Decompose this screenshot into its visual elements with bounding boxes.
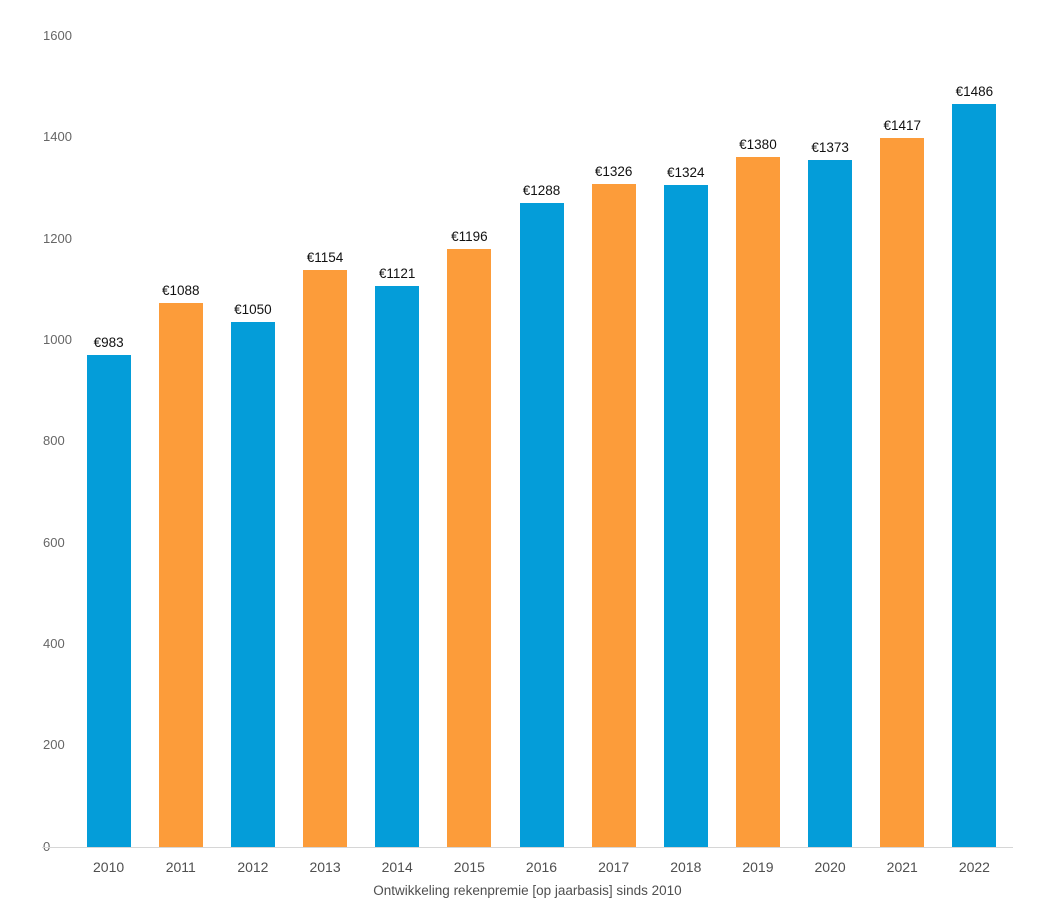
bar-2016[interactable] [519,203,564,847]
x-tick-label: 2015 [453,859,485,875]
y-tick-label: 800 [43,433,65,449]
x-tick-label: 2022 [958,859,990,875]
bar-2015[interactable] [447,249,492,847]
bar-value-label: €1417 [883,118,922,133]
bar-value-label: €1154 [306,250,344,265]
x-tick-label: 2020 [814,859,846,875]
bar-2017[interactable] [591,184,636,847]
y-tick-label: 1000 [43,331,72,347]
y-tick-label: 400 [43,635,65,651]
bar-2013[interactable] [303,270,348,847]
y-tick-label: 1600 [43,27,72,43]
bar-2022[interactable] [952,104,997,847]
y-tick-label: 1400 [43,129,72,145]
chart-title: Ontwikkeling rekenpremie [op jaarbasis] … [373,883,682,898]
y-tick-label: 200 [43,737,65,753]
bar-value-label: €1373 [811,140,849,155]
bar-value-label: €1326 [594,164,633,179]
bar-2012[interactable] [230,322,275,847]
bar-value-label: €1288 [522,183,561,198]
bar-value-label: €1050 [234,302,272,317]
bar-2010[interactable] [86,355,131,847]
x-tick-label: 2012 [237,859,269,875]
x-tick-label: 2019 [742,859,774,875]
bar-2018[interactable] [663,185,708,847]
bar-value-label: €1196 [451,229,488,244]
y-tick-label: 0 [43,838,51,854]
bar-value-label: €1380 [739,137,777,152]
x-tick-label: 2011 [165,859,196,875]
bar-2020[interactable] [808,160,853,847]
bar-value-label: €1486 [955,84,994,99]
bar-2019[interactable] [735,157,780,847]
bar-value-label: €1121 [378,266,416,281]
bar-value-label: €983 [93,335,124,350]
x-tick-label: 2010 [93,859,125,875]
x-axis-line [42,847,1013,848]
bar-2011[interactable] [158,303,203,847]
x-tick-label: 2016 [525,859,558,875]
y-tick-label: 600 [43,534,65,550]
bar-value-label: €1088 [161,283,200,298]
x-tick-label: 2021 [886,859,918,875]
x-tick-label: 2017 [598,859,630,875]
x-tick-label: 2014 [381,859,413,875]
bar-2021[interactable] [880,138,925,847]
x-tick-label: 2018 [670,859,702,875]
bar-2014[interactable] [375,286,420,847]
x-tick-label: 2013 [309,859,341,875]
y-tick-label: 1200 [43,230,72,246]
bar-value-label: €1324 [667,165,705,180]
